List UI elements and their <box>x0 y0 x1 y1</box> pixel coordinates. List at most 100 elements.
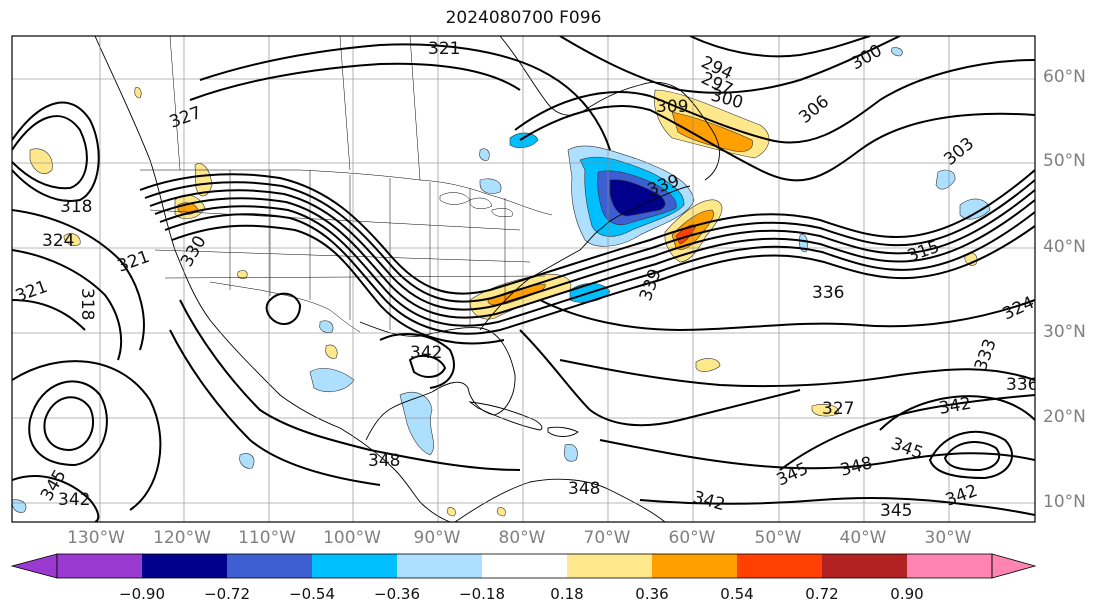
province-lines <box>169 36 421 181</box>
lon-label: 50°W <box>754 528 802 548</box>
colorbar-tick-label: −0.90 <box>119 585 165 603</box>
contour-label: 342 <box>410 343 442 363</box>
contour-line <box>171 224 505 345</box>
positive-shading <box>496 507 506 517</box>
contour-line <box>179 299 521 471</box>
coastline-canada <box>499 36 720 181</box>
contour-line <box>265 292 302 325</box>
lon-label: 30°W <box>924 528 972 548</box>
lon-label: 80°W <box>498 528 546 548</box>
contour-line <box>519 105 1035 182</box>
contour-label: 345 <box>880 501 912 521</box>
colorbar-tick-label: −0.36 <box>374 585 420 603</box>
contour-line <box>144 179 1035 303</box>
contour-line <box>189 62 521 101</box>
colorbar-tick-label: 0.36 <box>635 585 669 603</box>
contour-label: 348 <box>368 451 400 471</box>
contour-label: 342 <box>58 490 90 510</box>
positive-shading <box>63 233 81 246</box>
colorbar-bin <box>227 554 312 578</box>
lat-label: 10°N <box>1043 492 1086 512</box>
lon-label: 100°W <box>323 528 381 548</box>
shaded-field-layer <box>12 47 991 517</box>
map-title: 2024080700 F096 <box>445 8 602 28</box>
colorbar-right-extend <box>991 553 1037 579</box>
contour-label: 318 <box>60 197 92 217</box>
negative-patch <box>959 198 991 220</box>
lon-label: 40°W <box>839 528 887 548</box>
colorbar <box>10 553 1037 579</box>
negative-patch <box>309 368 355 393</box>
lat-label: 40°N <box>1043 237 1086 257</box>
contour-line <box>379 333 455 389</box>
contour-layer <box>12 36 1035 522</box>
negative-patch <box>319 320 334 333</box>
colorbar-tick-label: 0.18 <box>550 585 584 603</box>
contour-label: 336 <box>812 283 844 303</box>
contour-line <box>12 249 123 361</box>
positive-shading <box>237 270 248 279</box>
contour-line <box>12 360 162 511</box>
lon-label: 70°W <box>583 528 631 548</box>
contour-line <box>559 359 1035 388</box>
colorbar-tick-label: −0.18 <box>459 585 505 603</box>
contour-line <box>943 441 1001 472</box>
lon-label: 120°W <box>153 528 211 548</box>
contour-line <box>149 189 1035 311</box>
contour-line <box>928 430 1014 480</box>
contour-line <box>199 43 611 151</box>
positive-shading <box>134 87 142 99</box>
colorbar-bin <box>142 554 227 578</box>
map-frame <box>11 35 1036 523</box>
lat-label: 30°N <box>1043 322 1086 342</box>
colorbar-bin <box>907 554 992 578</box>
contour-line <box>154 197 1035 319</box>
contour-label: 336 <box>1006 375 1038 395</box>
negative-patch <box>891 47 903 57</box>
lon-label: 110°W <box>238 528 296 548</box>
contour-line <box>28 380 108 467</box>
graticule <box>12 36 1035 522</box>
contour-line <box>169 329 381 486</box>
contour-label: 327 <box>822 399 854 419</box>
contour-line <box>639 496 1035 516</box>
lon-label: 90°W <box>413 528 461 548</box>
positive-shading <box>446 507 456 517</box>
negative-patch <box>399 391 434 456</box>
contour-label: 324 <box>42 231 74 251</box>
lat-label: 50°N <box>1043 151 1086 171</box>
colorbar-bin <box>652 554 737 578</box>
positive-shading <box>671 111 753 152</box>
contour-line <box>164 213 1035 335</box>
contour-label: 321 <box>428 39 460 59</box>
positive-shading <box>325 344 338 359</box>
contour-line <box>12 101 100 202</box>
negative-patch <box>479 178 502 194</box>
contour-line <box>779 394 1035 471</box>
positive-shading <box>811 404 839 417</box>
colorbar-tick-label: 0.54 <box>720 585 754 603</box>
colorbar-tick-label: −0.72 <box>204 585 250 603</box>
map-panel: 321 327 294 297 300 300 306 303 315 318 … <box>12 36 1038 522</box>
negative-patch <box>935 169 956 190</box>
positive-shading <box>29 148 53 174</box>
contour-line <box>408 354 447 378</box>
coastline-hispaniola <box>547 426 579 437</box>
colorbar-bin <box>397 554 482 578</box>
colorbar-bin <box>567 554 652 578</box>
contour-line <box>12 209 145 351</box>
negative-patch <box>479 148 490 161</box>
coastline-central-america <box>339 427 451 522</box>
contour-label: 348 <box>568 479 600 499</box>
negative-patch <box>509 132 539 149</box>
contour-line <box>12 299 86 331</box>
great-lakes <box>439 192 513 218</box>
colorbar-bin <box>312 554 397 578</box>
lat-label: 20°N <box>1043 407 1086 427</box>
contour-line <box>159 205 1035 327</box>
colorbar-bin <box>822 554 907 578</box>
us-canada-border <box>140 169 553 216</box>
coastline-pacific <box>94 36 341 429</box>
negative-shading-core <box>609 179 666 217</box>
